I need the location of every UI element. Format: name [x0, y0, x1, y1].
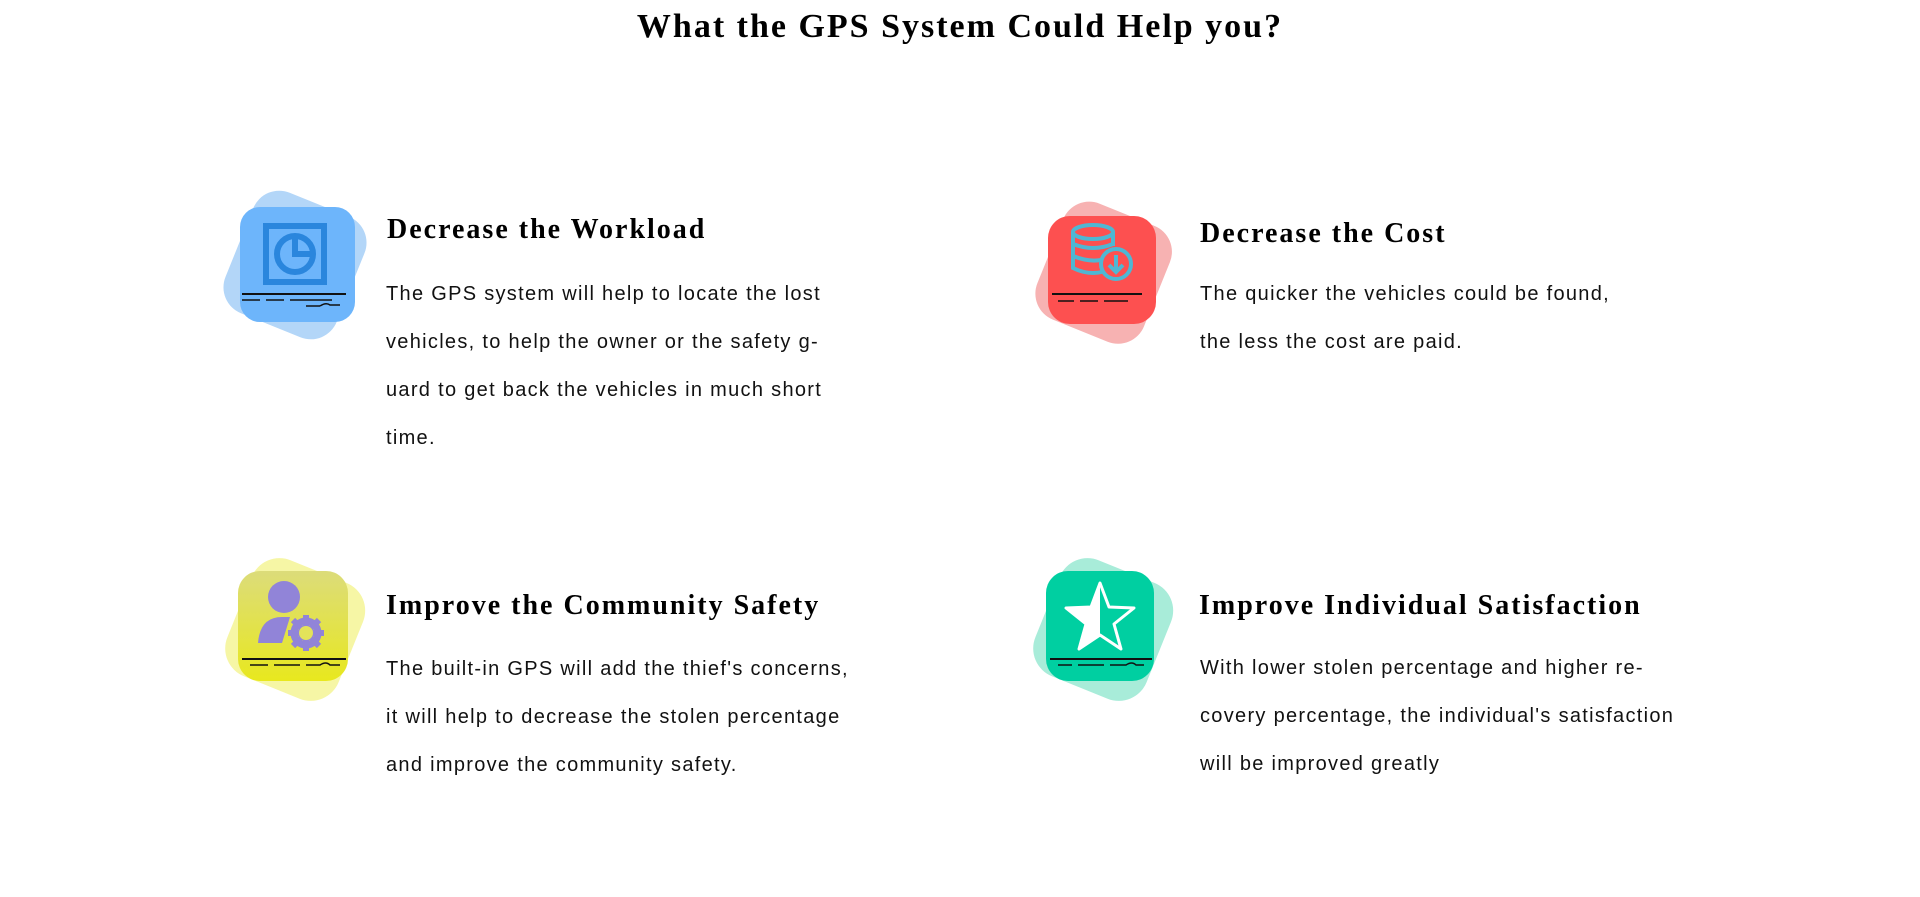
description-line: uard to get back the vehicles in much sh…	[386, 379, 823, 401]
description-line: and improve the community safety.	[386, 754, 738, 776]
feature-title: Decrease the Cost	[1200, 218, 1447, 249]
feature-description: With lower stolen percentage and higher …	[1200, 644, 1674, 788]
description-line: The quicker the vehicles could be found,	[1200, 283, 1610, 305]
description-line: it will help to decrease the stolen perc…	[386, 706, 841, 728]
description-line: The built-in GPS will add the thief's co…	[386, 658, 849, 680]
pie-chart-icon	[220, 190, 370, 340]
description-line: With lower stolen percentage and higher …	[1200, 657, 1644, 679]
user-settings-icon	[220, 555, 370, 705]
description-line: will be improved greatly	[1200, 753, 1441, 775]
description-line: covery percentage, the individual's sati…	[1200, 705, 1675, 727]
feature-title: Improve Individual Satisfaction	[1199, 590, 1642, 621]
page-title: What the GPS System Could Help you?	[636, 8, 1284, 45]
feature-description: The GPS system will help to locate the l…	[386, 270, 822, 462]
database-download-icon	[1028, 198, 1178, 348]
description-line: the less the cost are paid.	[1200, 331, 1464, 353]
feature-title: Improve the Community Safety	[386, 590, 821, 621]
description-line: The GPS system will help to locate the l…	[386, 283, 821, 305]
description-line: vehicles, to help the owner or the safet…	[386, 331, 819, 353]
feature-description: The built-in GPS will add the thief's co…	[386, 645, 849, 789]
description-line: time.	[386, 427, 436, 449]
feature-title: Decrease the Workload	[387, 214, 707, 245]
feature-description: The quicker the vehicles could be found,…	[1200, 270, 1610, 366]
half-star-icon	[1028, 555, 1178, 705]
